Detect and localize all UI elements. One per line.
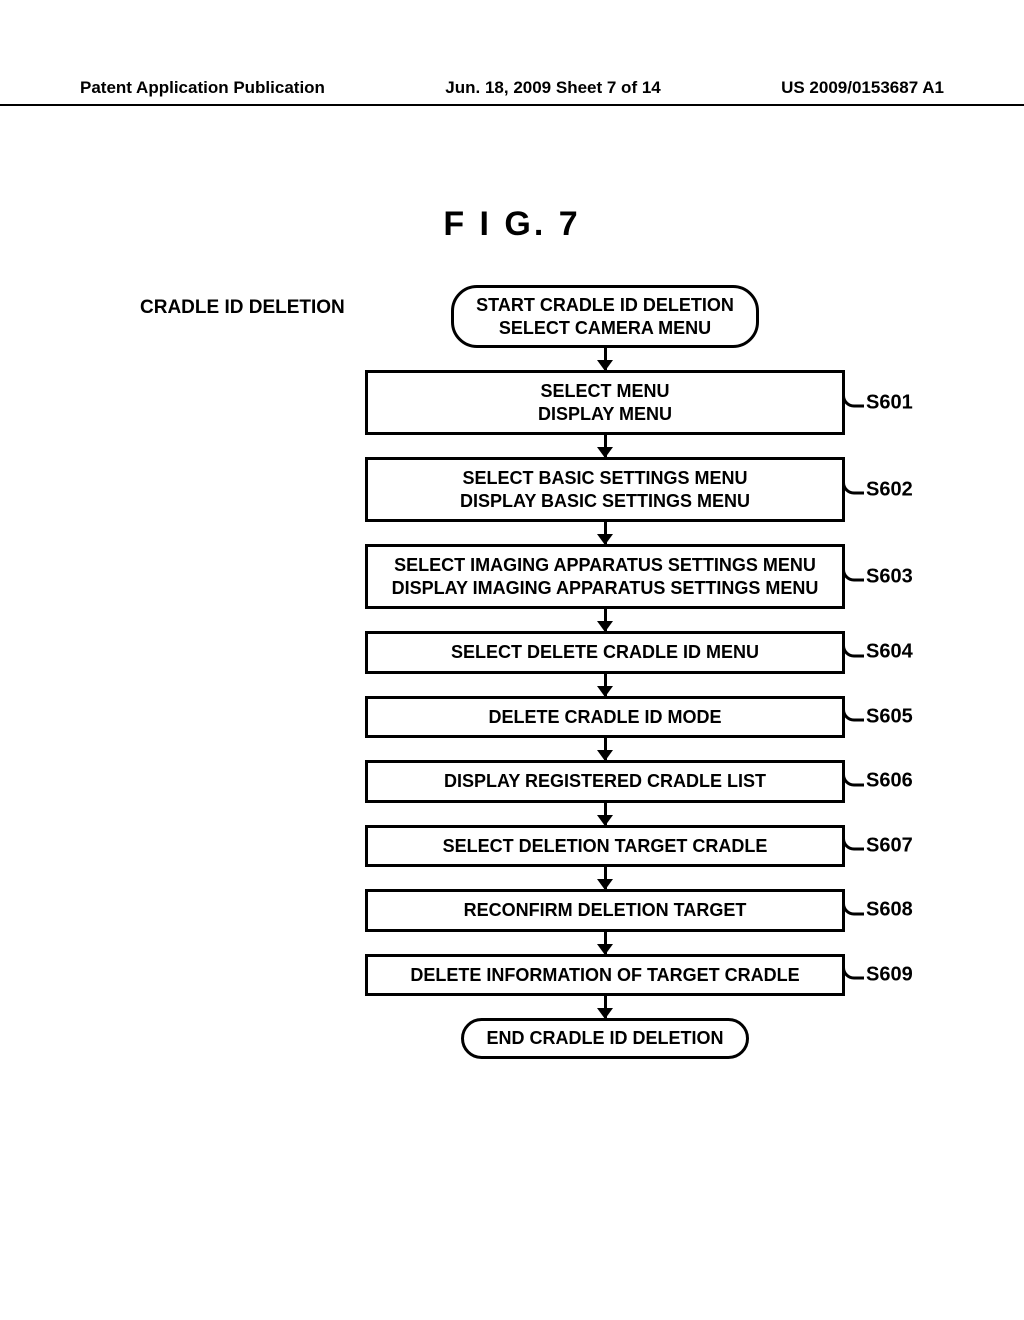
page-header: Patent Application Publication Jun. 18, … bbox=[0, 78, 1024, 106]
figure-title: F I G. 7 bbox=[0, 205, 1024, 244]
connector-icon bbox=[842, 708, 864, 722]
start-terminal: START CRADLE ID DELETION SELECT CAMERA M… bbox=[451, 285, 759, 348]
step-id: S603 bbox=[866, 564, 913, 589]
step-text: DELETE CRADLE ID MODE bbox=[376, 706, 834, 729]
step-text: DISPLAY MENU bbox=[376, 403, 834, 426]
step-text: SELECT MENU bbox=[376, 380, 834, 403]
step-label: S607 bbox=[842, 833, 913, 858]
step-id: S602 bbox=[866, 477, 913, 502]
step-id: S604 bbox=[866, 640, 913, 665]
start-line2: SELECT CAMERA MENU bbox=[476, 317, 734, 340]
arrow-icon bbox=[604, 435, 607, 457]
step-s607: SELECT DELETION TARGET CRADLE S607 bbox=[365, 825, 845, 868]
connector-icon bbox=[842, 901, 864, 915]
step-label: S602 bbox=[842, 477, 913, 502]
step-text: DELETE INFORMATION OF TARGET CRADLE bbox=[376, 964, 834, 987]
step-text: RECONFIRM DELETION TARGET bbox=[376, 899, 834, 922]
step-id: S601 bbox=[866, 390, 913, 415]
connector-icon bbox=[842, 568, 864, 582]
flowchart-side-label: CRADLE ID DELETION bbox=[140, 297, 345, 319]
step-label: S601 bbox=[842, 390, 913, 415]
step-s601: SELECT MENU DISPLAY MENU S601 bbox=[365, 370, 845, 435]
arrow-icon bbox=[604, 932, 607, 954]
step-s602: SELECT BASIC SETTINGS MENU DISPLAY BASIC… bbox=[365, 457, 845, 522]
step-text: DISPLAY REGISTERED CRADLE LIST bbox=[376, 770, 834, 793]
step-s603: SELECT IMAGING APPARATUS SETTINGS MENU D… bbox=[365, 544, 845, 609]
arrow-icon bbox=[604, 348, 607, 370]
connector-icon bbox=[842, 481, 864, 495]
header-right: US 2009/0153687 A1 bbox=[781, 78, 944, 98]
step-text: SELECT DELETION TARGET CRADLE bbox=[376, 835, 834, 858]
step-label: S605 bbox=[842, 704, 913, 729]
connector-icon bbox=[842, 837, 864, 851]
step-label: S609 bbox=[842, 962, 913, 987]
end-text: END CRADLE ID DELETION bbox=[486, 1028, 723, 1048]
step-s608: RECONFIRM DELETION TARGET S608 bbox=[365, 889, 845, 932]
step-text: DISPLAY BASIC SETTINGS MENU bbox=[376, 490, 834, 513]
step-text: DISPLAY IMAGING APPARATUS SETTINGS MENU bbox=[376, 577, 834, 600]
step-label: S604 bbox=[842, 640, 913, 665]
header-center: Jun. 18, 2009 Sheet 7 of 14 bbox=[445, 78, 660, 98]
step-text: SELECT IMAGING APPARATUS SETTINGS MENU bbox=[376, 554, 834, 577]
start-line1: START CRADLE ID DELETION bbox=[476, 294, 734, 317]
end-terminal: END CRADLE ID DELETION bbox=[461, 1018, 748, 1059]
step-s609: DELETE INFORMATION OF TARGET CRADLE S609 bbox=[365, 954, 845, 997]
arrow-icon bbox=[604, 867, 607, 889]
arrow-icon bbox=[604, 738, 607, 760]
step-label: S606 bbox=[842, 769, 913, 794]
header-left: Patent Application Publication bbox=[80, 78, 325, 98]
arrow-icon bbox=[604, 674, 607, 696]
step-id: S608 bbox=[866, 898, 913, 923]
step-id: S607 bbox=[866, 833, 913, 858]
arrow-icon bbox=[604, 609, 607, 631]
connector-icon bbox=[842, 772, 864, 786]
arrow-icon bbox=[604, 522, 607, 544]
step-s604: SELECT DELETE CRADLE ID MENU S604 bbox=[365, 631, 845, 674]
connector-icon bbox=[842, 394, 864, 408]
step-s605: DELETE CRADLE ID MODE S605 bbox=[365, 696, 845, 739]
step-id: S609 bbox=[866, 962, 913, 987]
step-label: S608 bbox=[842, 898, 913, 923]
step-s606: DISPLAY REGISTERED CRADLE LIST S606 bbox=[365, 760, 845, 803]
arrow-icon bbox=[604, 996, 607, 1018]
arrow-icon bbox=[604, 803, 607, 825]
step-label: S603 bbox=[842, 564, 913, 589]
connector-icon bbox=[842, 966, 864, 980]
step-text: SELECT BASIC SETTINGS MENU bbox=[376, 467, 834, 490]
step-text: SELECT DELETE CRADLE ID MENU bbox=[376, 641, 834, 664]
step-id: S605 bbox=[866, 704, 913, 729]
flowchart-column: START CRADLE ID DELETION SELECT CAMERA M… bbox=[365, 285, 845, 1059]
step-id: S606 bbox=[866, 769, 913, 794]
connector-icon bbox=[842, 643, 864, 657]
